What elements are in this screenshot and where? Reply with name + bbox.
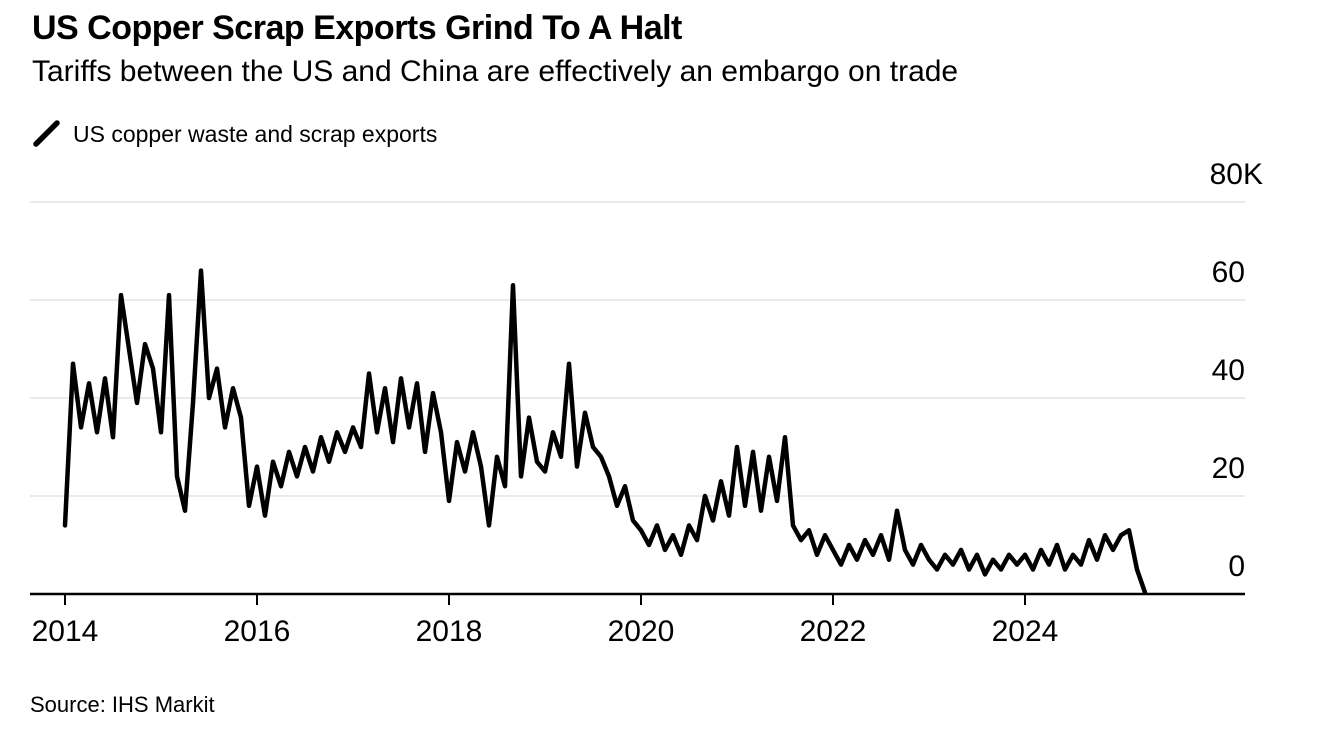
data-line-copper-exports bbox=[62, 268, 1148, 595]
x-axis-label-2018: 2018 bbox=[415, 615, 483, 648]
legend-diagonal-line-icon bbox=[33, 120, 60, 147]
x-axis-label-2024: 2024 bbox=[991, 615, 1059, 648]
y-axis-label-80k: 80K bbox=[1209, 158, 1263, 191]
y-axis-label-0: 0 bbox=[1228, 550, 1245, 583]
y-axis-label-40: 40 bbox=[1211, 354, 1245, 387]
chart-subtitle: Tariffs between the US and China are eff… bbox=[32, 55, 959, 88]
y-axis-label-60: 60 bbox=[1211, 256, 1245, 289]
x-axis-label-2016: 2016 bbox=[223, 615, 291, 648]
source-note: Source: IHS Markit bbox=[30, 692, 215, 717]
legend: US copper waste and scrap exports bbox=[32, 120, 437, 148]
chart-title: US Copper Scrap Exports Grind To A Halt bbox=[32, 9, 682, 47]
x-axis-label-2020: 2020 bbox=[607, 615, 675, 648]
y-axis-label-20: 20 bbox=[1211, 452, 1245, 485]
x-axis-label-2022: 2022 bbox=[799, 615, 867, 648]
x-axis-label-2014: 2014 bbox=[31, 615, 99, 648]
legend-label: US copper waste and scrap exports bbox=[73, 121, 438, 147]
